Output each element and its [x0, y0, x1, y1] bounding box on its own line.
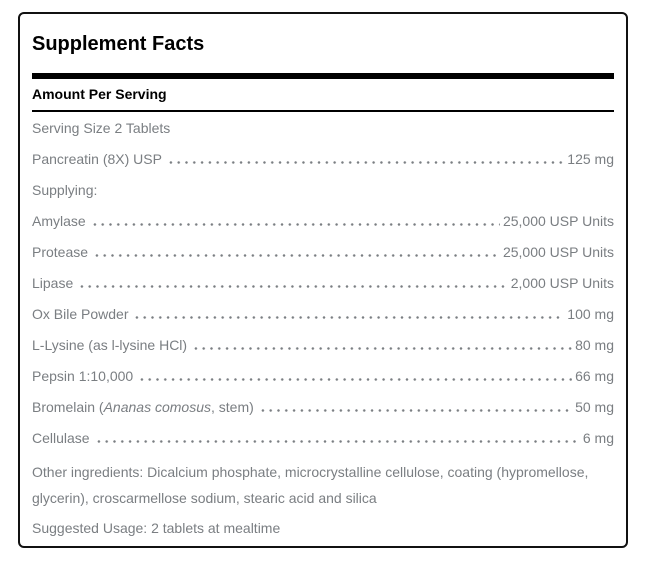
ingredient-row: Lipase 2,000 USP Units — [32, 267, 614, 298]
dot-leader — [92, 439, 580, 443]
dot-leader — [91, 253, 500, 257]
ingredient-row: Pancreatin (8X) USP 125 mg — [32, 143, 614, 174]
ingredient-row: Protease 25,000 USP Units — [32, 236, 614, 267]
thin-divider — [32, 110, 614, 112]
supplement-facts-panel: Supplement Facts Amount Per Serving Serv… — [18, 12, 628, 548]
ingredient-label: Protease — [32, 243, 89, 260]
ingredient-label: Bromelain (Ananas comosus, stem) — [32, 398, 254, 415]
amount-per-serving-header: Amount Per Serving — [32, 86, 167, 102]
ingredient-label: Pancreatin (8X) USP — [32, 150, 162, 167]
dot-leader — [88, 222, 500, 226]
ingredient-label: Cellulase — [32, 429, 90, 446]
ingredient-amount: 25,000 USP Units — [502, 243, 614, 260]
ingredient-label: L-Lysine (as l-lysine HCl) — [32, 336, 188, 353]
ingredient-label: Pepsin 1:10,000 — [32, 367, 134, 384]
ingredient-label: Ox Bile Powder — [32, 305, 129, 322]
ingredient-row: Cellulase 6 mg — [32, 422, 614, 453]
ingredient-label: Supplying: — [32, 181, 98, 198]
ingredient-amount: 125 mg — [567, 150, 614, 167]
dot-leader — [136, 377, 573, 381]
ingredient-amount: 66 mg — [575, 367, 614, 384]
ingredient-amount: 6 mg — [582, 429, 614, 446]
panel-title: Supplement Facts — [32, 33, 205, 55]
ingredient-row: Serving Size 2 Tablets — [32, 112, 614, 143]
thick-divider — [32, 73, 614, 79]
ingredient-list: Serving Size 2 Tablets Pancreatin (8X) U… — [32, 112, 614, 453]
ingredient-amount: 50 mg — [575, 398, 614, 415]
ingredient-amount: 2,000 USP Units — [510, 274, 614, 291]
dot-leader — [131, 315, 565, 319]
other-ingredients-text: Other ingredients: Dicalcium phosphate, … — [32, 464, 589, 506]
suggested-usage-text: Suggested Usage: 2 tablets at mealtime — [32, 520, 281, 536]
ingredient-amount: 25,000 USP Units — [502, 212, 614, 229]
ingredient-row: Amylase 25,000 USP Units — [32, 205, 614, 236]
dot-leader — [76, 284, 508, 288]
ingredient-row: L-Lysine (as l-lysine HCl) 80 mg — [32, 329, 614, 360]
dot-leader — [164, 160, 565, 164]
ingredient-row: Pepsin 1:10,000 66 mg — [32, 360, 614, 391]
ingredient-row: Supplying: — [32, 174, 614, 205]
dot-leader — [256, 408, 573, 412]
ingredient-amount: 80 mg — [575, 336, 614, 353]
ingredient-label: Serving Size 2 Tablets — [32, 119, 171, 136]
dot-leader — [190, 346, 573, 350]
ingredient-label: Amylase — [32, 212, 86, 229]
ingredient-row: Ox Bile Powder 100 mg — [32, 298, 614, 329]
ingredient-amount: 100 mg — [567, 305, 614, 322]
ingredient-row: Bromelain (Ananas comosus, stem) 50 mg — [32, 391, 614, 422]
ingredient-label: Lipase — [32, 274, 74, 291]
